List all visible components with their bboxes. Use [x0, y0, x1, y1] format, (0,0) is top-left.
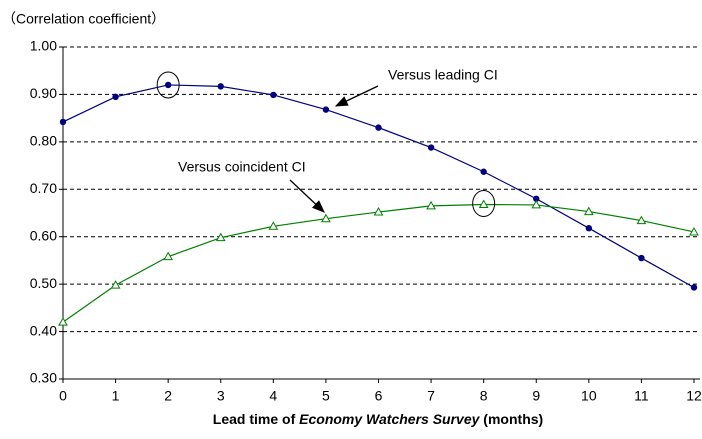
y-tick-label: 0.30 — [30, 370, 57, 386]
point — [215, 232, 226, 242]
point — [583, 206, 594, 216]
x-tick-label: 5 — [322, 388, 330, 404]
x-axis-title-part: Lead time of — [213, 411, 299, 427]
x-axis-title-part: (months) — [479, 411, 543, 427]
x-axis-title-part: Economy Watchers Survey — [299, 411, 480, 427]
annotation: Versus coincident CI — [178, 159, 306, 175]
point — [480, 168, 487, 175]
y-axis-title: （Correlation coefficient） — [2, 11, 165, 27]
x-tick-label: 7 — [427, 388, 435, 404]
point — [373, 207, 384, 216]
point — [531, 199, 542, 209]
x-tick-label: 10 — [581, 388, 597, 404]
x-tick-label: 1 — [112, 388, 120, 404]
x-tick-label: 12 — [686, 388, 702, 404]
y-tick-label: 0.40 — [30, 322, 57, 338]
annotation: Versus leading CI — [388, 67, 498, 83]
point — [585, 224, 593, 232]
y-tick-label: 0.50 — [30, 275, 57, 291]
point — [217, 83, 224, 90]
series-line — [62, 84, 695, 288]
point — [690, 284, 698, 291]
point — [426, 200, 436, 210]
highlight-circle — [156, 71, 180, 99]
point — [533, 195, 540, 202]
x-tick-label: 2 — [164, 388, 172, 404]
y-tick-label: 1.00 — [30, 38, 57, 54]
x-tick-label: 4 — [269, 388, 277, 404]
x-tick-label: 8 — [480, 388, 488, 404]
point — [164, 81, 172, 89]
y-tick-label: 0.90 — [30, 85, 57, 101]
x-tick-label: 0 — [59, 388, 67, 404]
x-tick-label: 6 — [375, 388, 383, 404]
point — [163, 251, 174, 261]
point — [112, 93, 119, 101]
point — [321, 213, 331, 223]
point — [689, 226, 699, 236]
annotation-arrow — [334, 85, 379, 107]
point — [110, 280, 121, 289]
point — [638, 254, 645, 262]
annotation-arrow — [289, 179, 325, 213]
point — [59, 118, 67, 126]
y-tick-label: 0.80 — [30, 133, 57, 149]
point — [478, 199, 489, 208]
y-tick-label: 0.70 — [30, 180, 57, 196]
x-tick-label: 11 — [634, 388, 649, 404]
point — [322, 106, 330, 113]
point — [58, 317, 68, 326]
x-axis-title: Lead time of Economy Watchers Survey (mo… — [213, 411, 543, 427]
y-tick-label: 0.60 — [30, 227, 57, 243]
point — [270, 91, 277, 99]
point — [375, 124, 382, 131]
series-line — [62, 203, 695, 323]
point — [427, 144, 435, 151]
x-tick-label: 9 — [532, 388, 540, 404]
point — [268, 221, 279, 230]
point — [636, 215, 647, 225]
x-tick-label: 3 — [217, 388, 225, 404]
highlight-circle — [472, 190, 496, 218]
